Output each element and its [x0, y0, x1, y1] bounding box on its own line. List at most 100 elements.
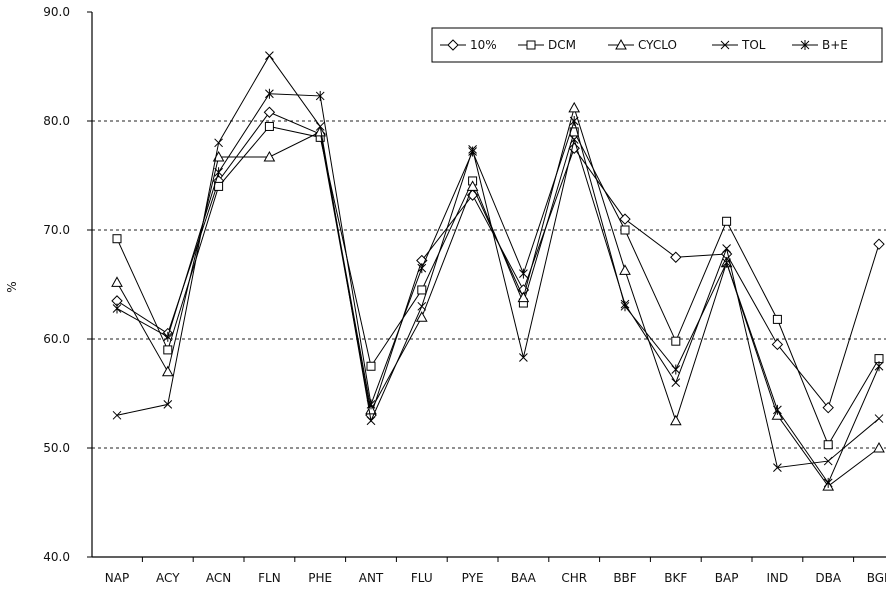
data-point-square: [620, 225, 630, 235]
data-point-x: [519, 353, 528, 362]
series-cyclo: [111, 101, 885, 491]
data-point-triangle: [314, 125, 327, 137]
x-tick-label: BKF: [664, 571, 687, 585]
x-tick-label: CHR: [561, 571, 587, 585]
data-point-square: [264, 121, 274, 131]
marker-stroke: [773, 463, 782, 472]
data-point-asterisk: [417, 263, 427, 274]
y-tick-label: 50.0: [43, 441, 70, 455]
y-tick-label: 60.0: [43, 332, 70, 346]
data-point-square: [671, 336, 681, 346]
series-line: [116, 93, 880, 484]
data-point-square: [214, 181, 224, 191]
marker-stroke: [874, 414, 884, 423]
marker-stroke: [519, 353, 528, 362]
data-point-triangle: [161, 365, 174, 377]
y-tick-label: 70.0: [43, 223, 70, 237]
data-point-asterisk: [366, 399, 376, 410]
marker-stroke: [112, 410, 122, 420]
x-tick-label: PHE: [308, 571, 332, 585]
data-point-x: [823, 456, 833, 466]
data-point-diamond: [670, 251, 682, 263]
x-tick-label: ACY: [156, 571, 180, 585]
data-point-asterisk: [800, 40, 810, 50]
data-point-asterisk: [569, 116, 579, 126]
data-point-asterisk: [163, 331, 173, 342]
y-tick-label: 90.0: [43, 5, 70, 19]
legend-label: DCM: [548, 38, 576, 52]
data-point-asterisk: [214, 167, 223, 178]
data-point-square: [163, 345, 173, 355]
y-tick-label: 40.0: [43, 550, 70, 564]
data-point-diamond: [263, 106, 276, 118]
axes: [87, 11, 886, 562]
marker-stroke: [163, 400, 173, 409]
y-tick-label: 80.0: [43, 114, 70, 128]
data-point-x: [163, 400, 173, 409]
series-tol: [112, 51, 884, 472]
data-point-asterisk: [468, 146, 477, 157]
data-point-asterisk: [773, 404, 782, 415]
data-point-x: [265, 51, 274, 60]
marker-stroke: [569, 135, 579, 144]
data-point-asterisk: [315, 90, 325, 101]
y-axis-label: %: [5, 281, 19, 292]
legend: 10% DCM CYCLO TOL B+E: [431, 27, 883, 63]
marker-stroke: [823, 456, 833, 466]
legend-label: 10%: [470, 38, 497, 52]
data-point-triangle: [517, 291, 530, 303]
data-point-square: [366, 361, 376, 371]
legend-item: DCM: [518, 38, 576, 52]
marker-stroke: [671, 378, 681, 387]
data-point-triangle: [615, 38, 627, 50]
data-point-square: [772, 314, 782, 324]
series-lines: [111, 51, 885, 491]
legend-label: CYCLO: [638, 38, 677, 52]
data-point-square: [526, 40, 536, 50]
x-tick-label: BAA: [511, 571, 537, 585]
x-tick-label: NAP: [105, 571, 129, 585]
data-point-asterisk: [620, 301, 630, 312]
data-point-diamond: [447, 39, 459, 51]
x-tick-label: FLU: [411, 571, 433, 585]
x-tick-label: FLN: [258, 571, 281, 585]
marker-stroke: [214, 138, 223, 148]
data-point-triangle: [466, 180, 479, 191]
data-point-asterisk: [722, 257, 731, 268]
data-point-triangle: [415, 311, 428, 322]
marker-stroke: [720, 40, 730, 50]
data-point-x: [112, 410, 122, 420]
data-point-x: [874, 414, 884, 423]
legend-item: 10%: [440, 38, 497, 52]
data-point-diamond: [822, 401, 834, 414]
data-point-x: [569, 135, 579, 144]
data-point-asterisk: [671, 364, 681, 375]
series-line: [116, 125, 880, 446]
x-tick-labels: NAP ACY ACN FLN PHE ANT FLU PYE BAA CHR BBF BKF BAP I…: [105, 571, 886, 585]
data-point-x: [773, 463, 782, 472]
x-tick-label: BBF: [613, 571, 636, 585]
data-point-asterisk: [874, 361, 884, 372]
series-b-e: [112, 88, 884, 488]
x-tick-label: ANT: [359, 571, 384, 585]
data-point-triangle: [619, 264, 631, 275]
marker-stroke: [417, 301, 427, 311]
data-point-x: [417, 301, 427, 311]
data-point-asterisk: [519, 268, 528, 279]
data-point-square: [823, 440, 833, 450]
data-point-x: [671, 378, 681, 387]
data-point-triangle: [111, 276, 123, 287]
data-point-x: [720, 40, 730, 50]
legend-label: TOL: [741, 38, 766, 52]
legend-item: CYCLO: [608, 38, 677, 52]
legend-item: TOL: [712, 38, 766, 52]
x-tick-label: PYE: [462, 571, 484, 585]
data-point-triangle: [873, 441, 885, 453]
data-point-asterisk: [265, 88, 274, 99]
grid-lines: [92, 120, 886, 449]
series-line: [116, 54, 880, 469]
marker-stroke: [265, 51, 274, 60]
series-dcm: [112, 121, 884, 450]
y-tick-labels: 40.0 50.0 60.0 70.0 80.0 90.0: [43, 5, 70, 564]
